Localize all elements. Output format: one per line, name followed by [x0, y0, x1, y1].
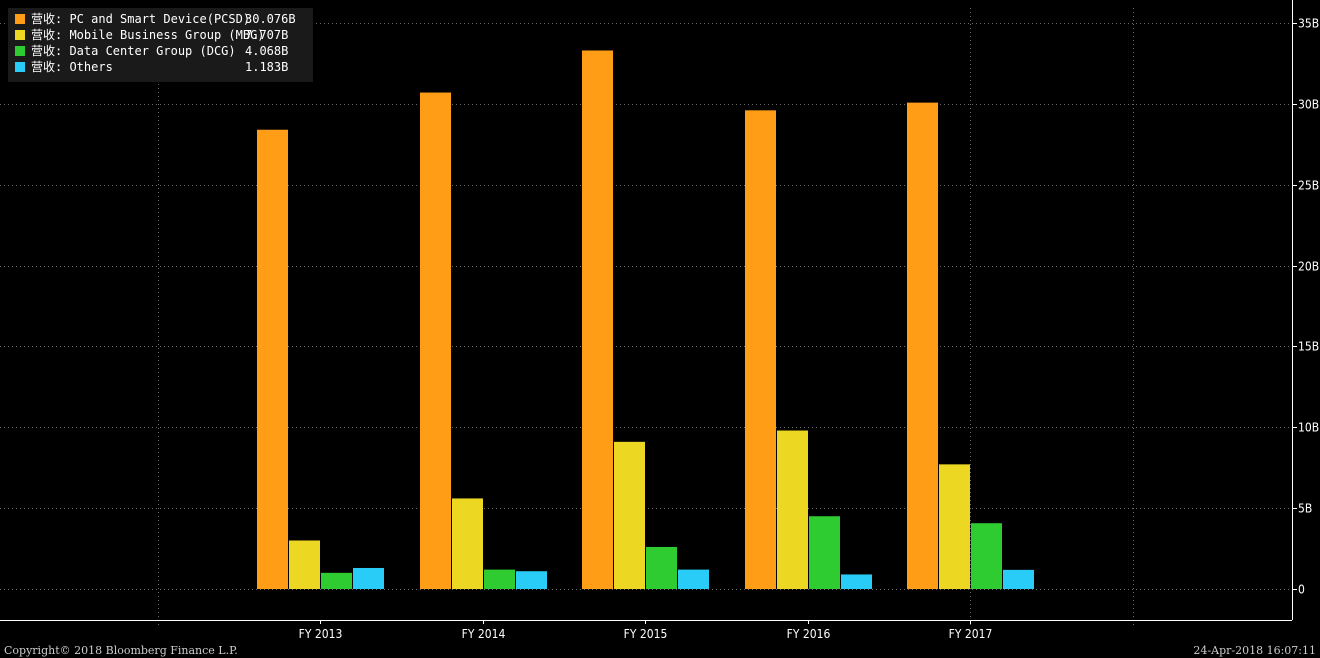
bar-1-fy-2013: [289, 540, 320, 589]
bar-3-fy-2014: [516, 571, 547, 589]
y-tick-label-6: 30B: [1298, 98, 1319, 112]
bar-0-fy-2014: [420, 92, 451, 589]
bar-2-fy-2014: [484, 569, 515, 589]
x-tick-label-3: FY 2016: [787, 627, 831, 641]
legend-label-mbg: 营收: Mobile Business Group (MBG): [31, 28, 265, 42]
legend-label-others: 营收: Others: [31, 60, 113, 74]
bar-1-fy-2015: [614, 441, 645, 589]
legend-item-dcg: 营收: Data Center Group (DCG) 4.068B: [8, 43, 313, 59]
legend-item-others: 营收: Others 1.183B: [8, 59, 313, 75]
legend-value-pcsd: 30.076B: [245, 12, 296, 26]
x-tick-label-0: FY 2013: [299, 627, 343, 641]
legend-swatch-dcg: [15, 46, 25, 56]
bar-3-fy-2013: [353, 567, 384, 589]
bar-3-fy-2016: [841, 574, 872, 589]
legend-value-others: 1.183B: [245, 60, 289, 74]
bar-2-fy-2017: [971, 523, 1002, 589]
bar-1-fy-2016: [777, 430, 808, 589]
legend-swatch-mbg: [15, 30, 25, 40]
x-tick-label-2: FY 2015: [624, 627, 668, 641]
x-tick-label-1: FY 2014: [462, 627, 506, 641]
legend-value-mbg: 7.707B: [245, 28, 289, 42]
y-tick-label-5: 25B: [1298, 179, 1319, 193]
legend-swatch-pcsd: [15, 14, 25, 24]
bar-0-fy-2015: [582, 50, 613, 589]
legend-item-mbg: 营收: Mobile Business Group (MBG) 7.707B: [8, 27, 313, 43]
bar-0-fy-2017: [907, 102, 938, 589]
bar-1-fy-2014: [452, 498, 483, 589]
timestamp-text: 24-Apr-2018 16:07:11: [1193, 644, 1316, 657]
y-tick-label-7: 35B: [1298, 17, 1319, 31]
y-tick-label-4: 20B: [1298, 260, 1319, 274]
bar-0-fy-2013: [257, 129, 288, 589]
legend-value-dcg: 4.068B: [245, 44, 289, 58]
bar-3-fy-2015: [678, 569, 709, 589]
bar-0-fy-2016: [745, 110, 776, 589]
y-tick-label-3: 15B: [1298, 340, 1319, 354]
legend-item-pcsd: 营收: PC and Smart Device(PCSD) 30.076B: [8, 11, 313, 27]
legend-label-dcg: 营收: Data Center Group (DCG): [31, 44, 236, 58]
legend-swatch-others: [15, 62, 25, 72]
y-tick-label-2: 10B: [1298, 421, 1319, 435]
bar-2-fy-2015: [646, 546, 677, 589]
y-tick-label-0: 0: [1298, 583, 1305, 597]
x-tick-label-4: FY 2017: [949, 627, 993, 641]
bar-2-fy-2013: [321, 572, 352, 589]
legend-label-pcsd: 营收: PC and Smart Device(PCSD): [31, 12, 251, 26]
bar-1-fy-2017: [939, 464, 970, 589]
bar-2-fy-2016: [809, 516, 840, 589]
legend: 营收: PC and Smart Device(PCSD) 30.076B 营收…: [8, 8, 313, 82]
copyright-text: Copyright© 2018 Bloomberg Finance L.P.: [4, 644, 238, 657]
y-tick-label-1: 5B: [1298, 502, 1312, 516]
bar-3-fy-2017: [1003, 569, 1034, 589]
